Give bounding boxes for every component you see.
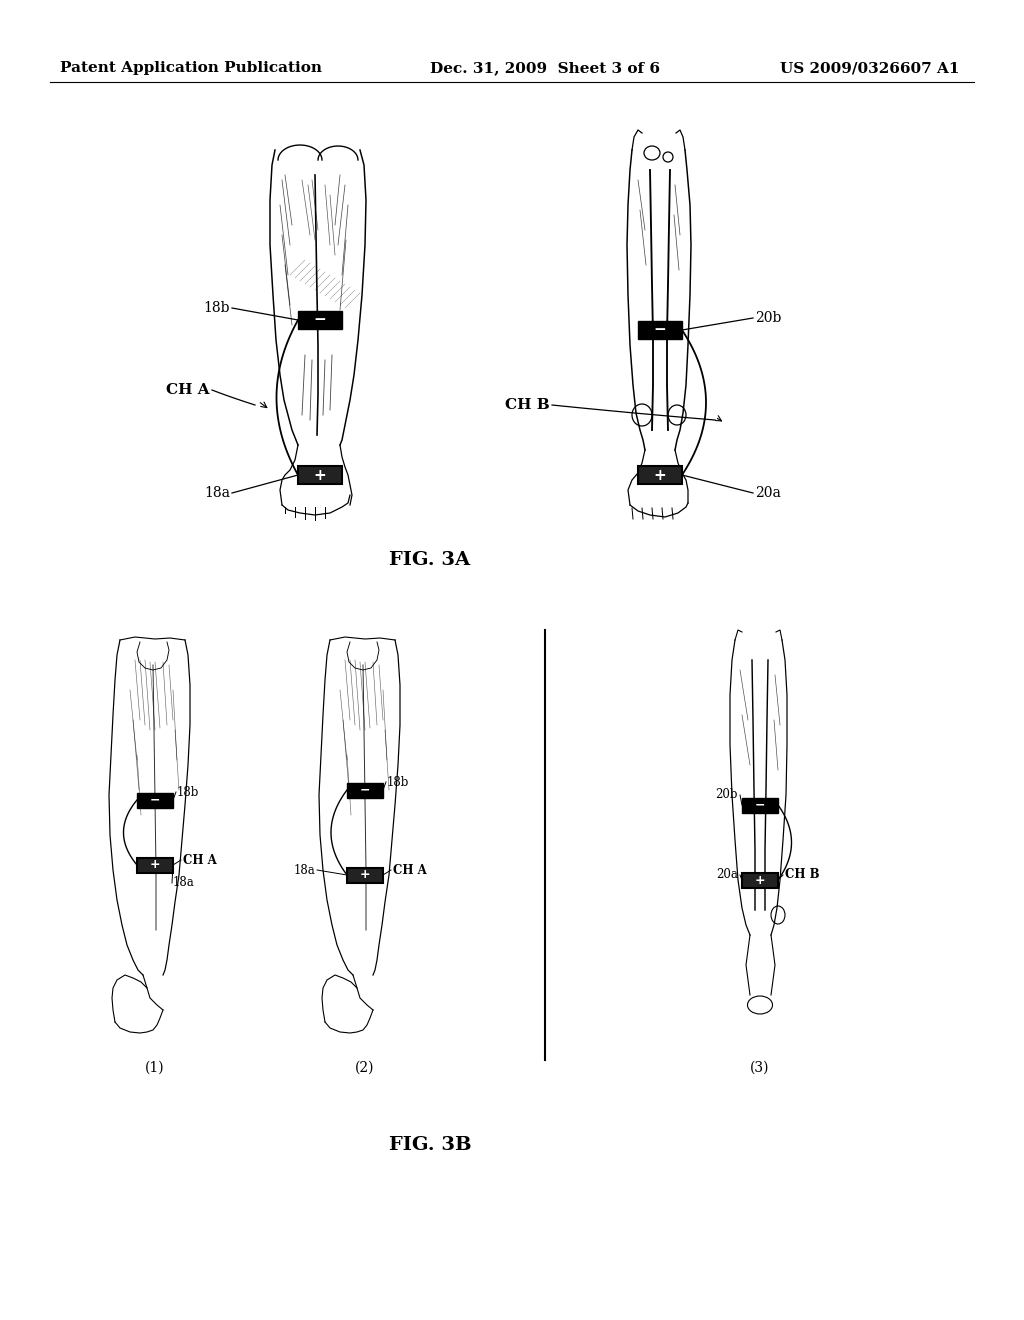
Text: +: + bbox=[150, 858, 161, 871]
Text: +: + bbox=[359, 869, 371, 882]
Text: −: − bbox=[150, 793, 160, 807]
Text: 20b: 20b bbox=[716, 788, 738, 801]
Text: US 2009/0326607 A1: US 2009/0326607 A1 bbox=[780, 61, 961, 75]
Text: Patent Application Publication: Patent Application Publication bbox=[60, 61, 322, 75]
Bar bbox=[137, 792, 173, 808]
Text: −: − bbox=[359, 784, 371, 796]
Text: 18b: 18b bbox=[177, 785, 200, 799]
Text: 20b: 20b bbox=[755, 312, 781, 325]
Text: (2): (2) bbox=[355, 1061, 375, 1074]
Bar bbox=[638, 321, 682, 339]
Bar bbox=[742, 873, 778, 887]
Text: 18a: 18a bbox=[293, 863, 315, 876]
Text: (1): (1) bbox=[145, 1061, 165, 1074]
Text: −: − bbox=[755, 799, 765, 812]
Text: −: − bbox=[313, 313, 327, 327]
Text: FIG. 3A: FIG. 3A bbox=[389, 550, 471, 569]
Text: 18b: 18b bbox=[204, 301, 230, 315]
Bar bbox=[298, 312, 342, 329]
Bar bbox=[742, 797, 778, 813]
Text: CH A: CH A bbox=[183, 854, 217, 866]
Text: CH B: CH B bbox=[505, 399, 550, 412]
Text: CH A: CH A bbox=[393, 863, 427, 876]
Text: +: + bbox=[313, 467, 327, 483]
Text: 20a: 20a bbox=[755, 486, 781, 500]
Text: +: + bbox=[755, 874, 765, 887]
Bar bbox=[638, 466, 682, 484]
Text: (3): (3) bbox=[751, 1061, 770, 1074]
Bar bbox=[298, 466, 342, 484]
Text: CH B: CH B bbox=[785, 869, 819, 882]
Text: 18a: 18a bbox=[204, 486, 230, 500]
Text: 20a: 20a bbox=[716, 869, 738, 882]
Text: 18b: 18b bbox=[387, 776, 410, 788]
Bar bbox=[137, 858, 173, 873]
Text: Dec. 31, 2009  Sheet 3 of 6: Dec. 31, 2009 Sheet 3 of 6 bbox=[430, 61, 660, 75]
Text: CH A: CH A bbox=[166, 383, 210, 397]
Text: 18a: 18a bbox=[173, 876, 195, 890]
Bar bbox=[347, 867, 383, 883]
Text: FIG. 3B: FIG. 3B bbox=[389, 1137, 471, 1154]
Text: +: + bbox=[653, 467, 667, 483]
Text: −: − bbox=[653, 322, 667, 338]
Bar bbox=[347, 783, 383, 797]
